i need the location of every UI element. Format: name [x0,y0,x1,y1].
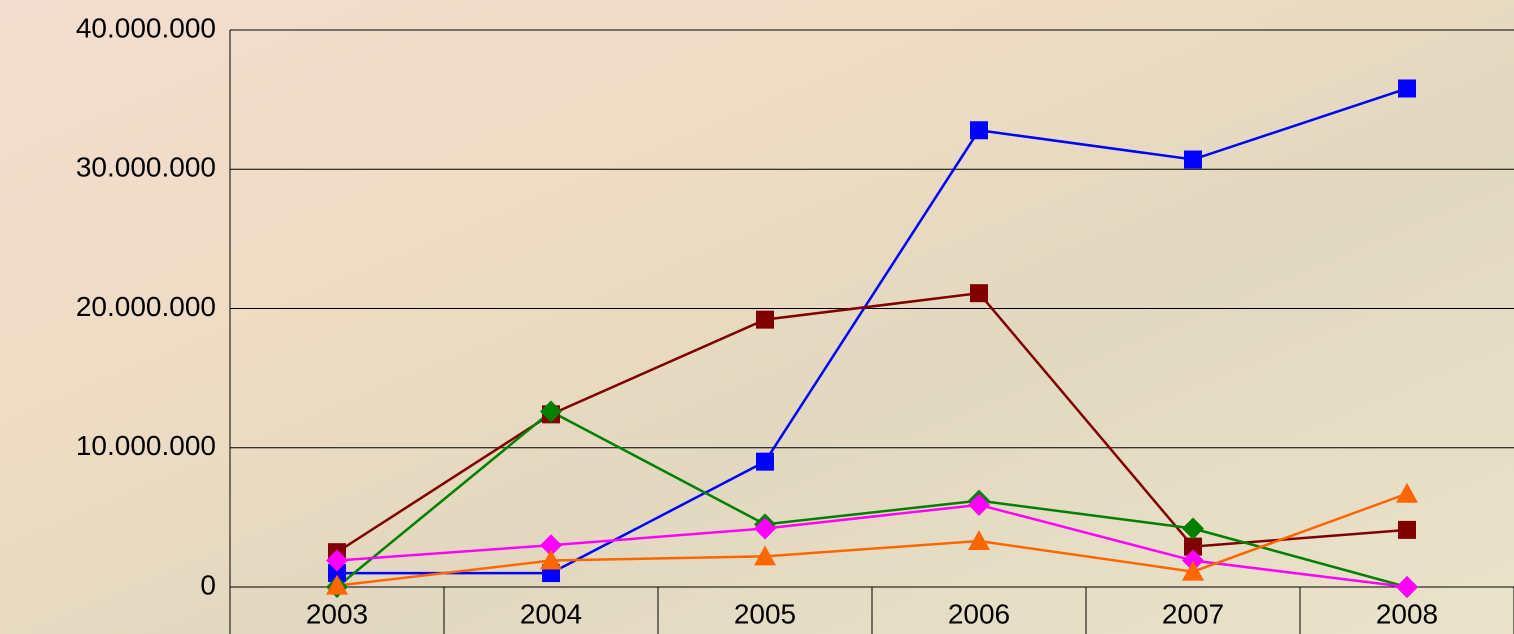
y-tick-label: 20.000.000 [76,291,216,322]
marker [754,517,776,540]
y-tick-label: 0 [200,569,216,600]
y-tick-label: 10.000.000 [76,430,216,461]
marker [326,574,348,595]
marker [968,493,990,516]
marker [1184,537,1202,556]
marker [1182,517,1204,540]
series-line [337,87,1408,575]
x-tick-label: 2005 [734,598,796,629]
marker [540,400,562,423]
series-line [336,291,1408,554]
marker [540,549,562,570]
marker [1396,482,1418,503]
y-tick-label: 30.000.000 [76,152,216,183]
plot-area: 0 10.000.000 20.000.000 30.000.000 40.000.00… [76,12,1514,634]
marker [1398,79,1416,98]
marker [754,545,776,566]
series-line [336,410,1408,589]
marker [1398,520,1416,539]
x-tick-label: 2003 [306,598,368,629]
x-tick-label: 2006 [948,598,1010,629]
marker [756,452,774,471]
marker [326,549,348,572]
marker [970,284,988,303]
marker [1182,560,1204,581]
marker [328,564,346,583]
x-tick-label: 2007 [1162,598,1224,629]
y-tick-label: 40.000.000 [76,12,216,43]
marker [970,121,988,140]
series-line [336,492,1408,587]
marker [968,530,990,551]
marker [1182,549,1204,572]
marker [540,534,562,557]
marker [1184,150,1202,169]
x-tick-label: 2008 [1376,598,1438,629]
marker [756,310,774,329]
marker [1396,576,1418,598]
series-line [336,503,1408,589]
x-tick-label: 2004 [520,598,582,629]
